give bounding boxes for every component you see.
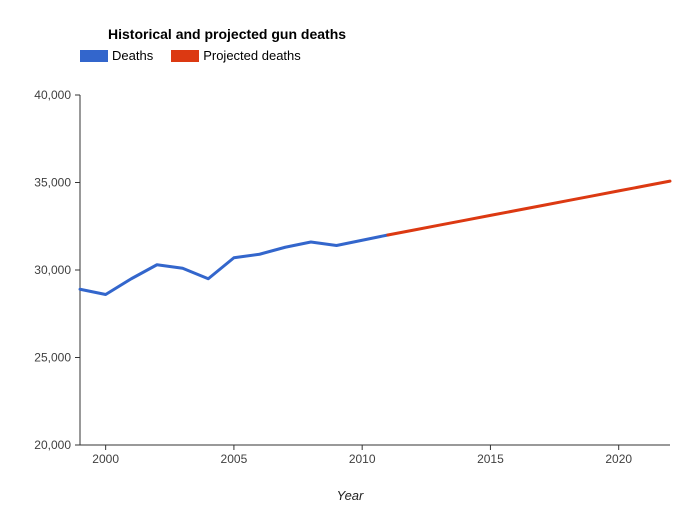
svg-text:20,000: 20,000 (34, 438, 71, 452)
legend-swatch-projected (171, 50, 199, 62)
chart-container: Historical and projected gun deaths Deat… (0, 0, 700, 525)
legend: Deaths Projected deaths (80, 48, 315, 63)
legend-swatch-deaths (80, 50, 108, 62)
svg-text:30,000: 30,000 (34, 263, 71, 277)
chart-title: Historical and projected gun deaths (108, 26, 346, 42)
svg-text:2010: 2010 (349, 452, 376, 466)
x-axis-label: Year (0, 488, 700, 503)
chart-svg: 20,000 25,000 30,000 35,000 40,000 2000 2005 20… (0, 0, 700, 525)
svg-text:40,000: 40,000 (34, 88, 71, 102)
legend-label-deaths: Deaths (112, 48, 153, 63)
svg-text:2015: 2015 (477, 452, 504, 466)
svg-text:2005: 2005 (221, 452, 248, 466)
legend-label-projected: Projected deaths (203, 48, 301, 63)
svg-text:35,000: 35,000 (34, 176, 71, 190)
svg-text:25,000: 25,000 (34, 351, 71, 365)
svg-text:2000: 2000 (92, 452, 119, 466)
svg-text:2020: 2020 (605, 452, 632, 466)
